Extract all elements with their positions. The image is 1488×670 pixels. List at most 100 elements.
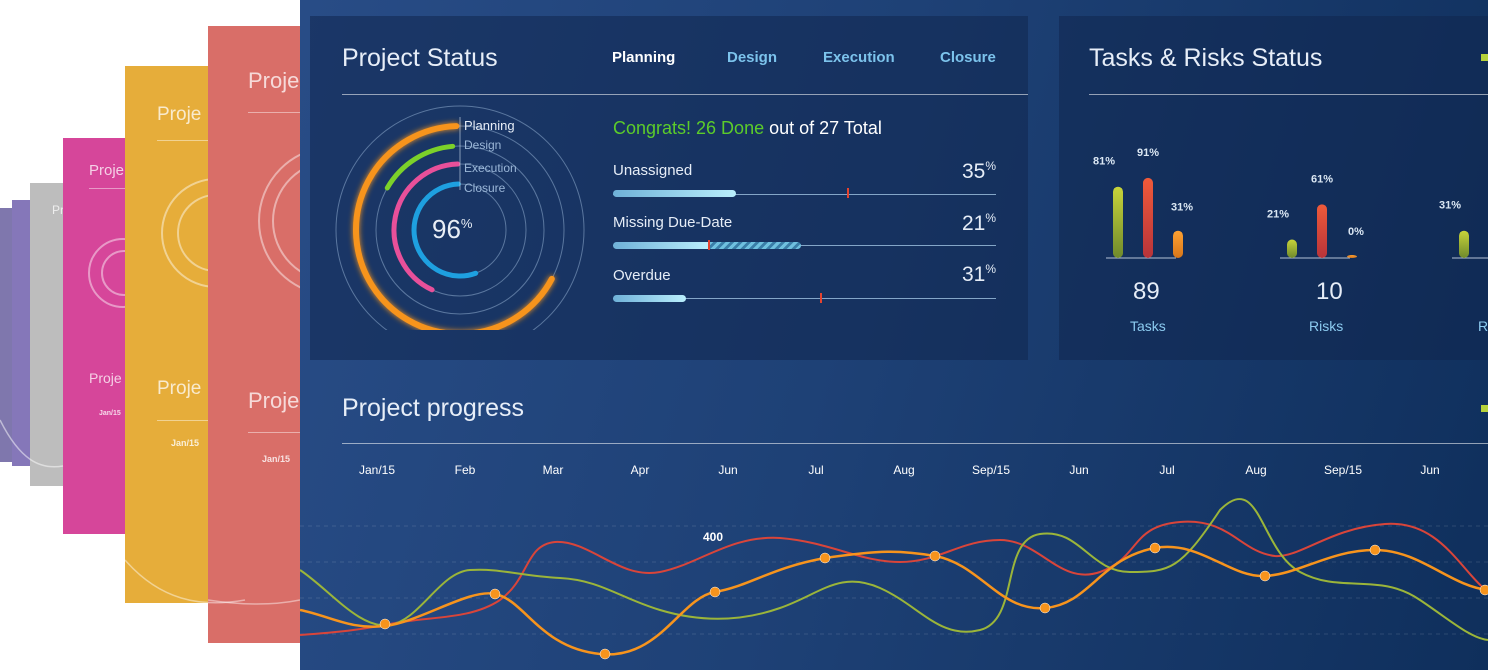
planning-arc — [353, 123, 555, 330]
gauge-legend-execution: Execution — [464, 161, 517, 175]
month-label: Mar — [542, 463, 564, 477]
status-gauge — [335, 105, 585, 330]
tasks-count: 89 — [1133, 278, 1160, 305]
progress-line-olive — [300, 498, 1488, 641]
bg-card-title: Proje — [89, 162, 125, 179]
gauge-percentage: 96% — [432, 214, 472, 245]
metric-missing-due-date-hatch — [708, 242, 801, 249]
bar-olive — [1287, 239, 1297, 258]
execution-arc — [391, 161, 461, 293]
metric-value: 31 — [961, 263, 986, 286]
bar-value-label: 31% — [1439, 200, 1461, 212]
metric-missing-due-date-track — [613, 245, 996, 246]
tab-closure[interactable]: Closure — [940, 49, 996, 66]
metric-missing-due-date-fill — [613, 242, 709, 249]
month-label: Feb — [454, 463, 476, 477]
month-label: Jun — [1069, 463, 1089, 477]
tasks-label: Tasks — [1130, 318, 1166, 334]
bar-value-label: 81% — [1093, 156, 1115, 168]
progress-line-red — [300, 520, 1488, 636]
metric-overdue-value: 31% — [952, 262, 996, 287]
risks-count: 10 — [1316, 278, 1343, 305]
tasks-risks-bars: 81% 91% 31% 21% 61% 0% 31% — [1093, 147, 1488, 259]
data-point — [489, 588, 501, 600]
month-label: Sep/15 — [971, 463, 1011, 477]
bar-red — [1317, 204, 1327, 258]
bar-orange — [1347, 255, 1357, 258]
metric-unit: % — [985, 211, 996, 225]
closure-arc — [411, 181, 479, 279]
bg-card-title: Proje — [248, 68, 300, 93]
project-status-panel — [310, 16, 1028, 360]
metric-unassigned-value: 35% — [952, 159, 996, 184]
risks-label: Risks — [1309, 318, 1344, 334]
tab-planning[interactable]: Planning — [612, 49, 676, 66]
month-label: Jan/15 — [358, 463, 396, 477]
data-point — [1369, 544, 1381, 556]
point-value-label: 400 — [703, 530, 724, 544]
data-point — [819, 552, 831, 564]
tasks-risks-divider — [1089, 94, 1488, 95]
bg-card-rule — [157, 420, 245, 421]
bar-value-label: 0% — [1348, 226, 1364, 238]
bg-card-rule — [89, 188, 149, 189]
data-point — [1039, 602, 1051, 614]
month-label: Apr — [630, 463, 650, 477]
project-progress-divider — [342, 443, 1488, 444]
bg-card-ring — [88, 238, 153, 308]
metric-overdue-fill — [613, 295, 686, 302]
metric-unassigned-track — [613, 194, 996, 195]
metric-unit: % — [985, 262, 996, 276]
summary-connector: out of — [769, 118, 815, 138]
metric-unassigned-label: Unassigned — [613, 162, 693, 179]
gauge-unit: % — [460, 216, 473, 231]
legend-marker-icon — [1481, 54, 1488, 61]
month-label: Jun — [718, 463, 738, 477]
data-point — [1259, 570, 1271, 582]
bg-card-title: Proje — [89, 370, 122, 386]
metric-overdue-label: Overdue — [613, 267, 671, 284]
data-point — [1149, 542, 1161, 554]
tab-design[interactable]: Design — [727, 49, 778, 66]
bar-red — [1143, 177, 1153, 258]
bar-olive — [1459, 230, 1469, 258]
metric-unassigned-marker — [846, 188, 849, 198]
data-point — [929, 550, 941, 562]
data-point — [599, 648, 611, 660]
metric-overdue-marker — [819, 293, 822, 303]
bg-card-month: Jan/15 — [99, 410, 121, 417]
gauge-ring — [335, 105, 585, 330]
project-progress-title: Project progress — [342, 394, 525, 422]
bar-value-label: 91% — [1137, 147, 1159, 159]
design-arc — [384, 143, 456, 191]
gauge-legend-design: Design — [464, 138, 502, 152]
bg-card-month: Jan/15 — [262, 454, 291, 464]
bg-card-title: Proje — [248, 388, 300, 413]
bar-orange — [1173, 230, 1183, 258]
month-label: Jul — [808, 463, 824, 477]
data-point — [379, 618, 391, 630]
month-label: Jul — [1159, 463, 1175, 477]
gauge-legend-closure: Closure — [464, 181, 506, 195]
metric-missing-due-date-marker — [707, 240, 710, 250]
bg-card-rule — [157, 140, 245, 141]
bg-card-coral: Proje Proje Jan/15 — [208, 26, 300, 643]
metric-unassigned-fill — [613, 190, 736, 197]
progress-line-orange — [300, 545, 1488, 656]
month-label: Jun — [1420, 463, 1440, 477]
project-status-title: Project Status — [342, 44, 498, 72]
gauge-value: 96 — [432, 214, 461, 244]
progress-legend-icon — [1481, 405, 1488, 412]
bar-value-label: 21% — [1267, 209, 1289, 221]
bg-cards-curves — [0, 419, 300, 605]
bar-value-label: 31% — [1171, 202, 1193, 214]
metric-missing-due-date-label: Missing Due-Date — [613, 214, 733, 231]
month-label: Sep/15 — [1323, 463, 1363, 477]
tab-execution[interactable]: Execution — [823, 49, 895, 66]
metric-value: 35 — [961, 160, 986, 183]
project-status-divider — [342, 94, 1028, 95]
gauge-legend-planning: Planning — [464, 118, 515, 133]
metric-missing-due-date-value: 21% — [952, 211, 996, 236]
metric-unit: % — [985, 159, 996, 173]
month-label: Aug — [1245, 463, 1267, 477]
